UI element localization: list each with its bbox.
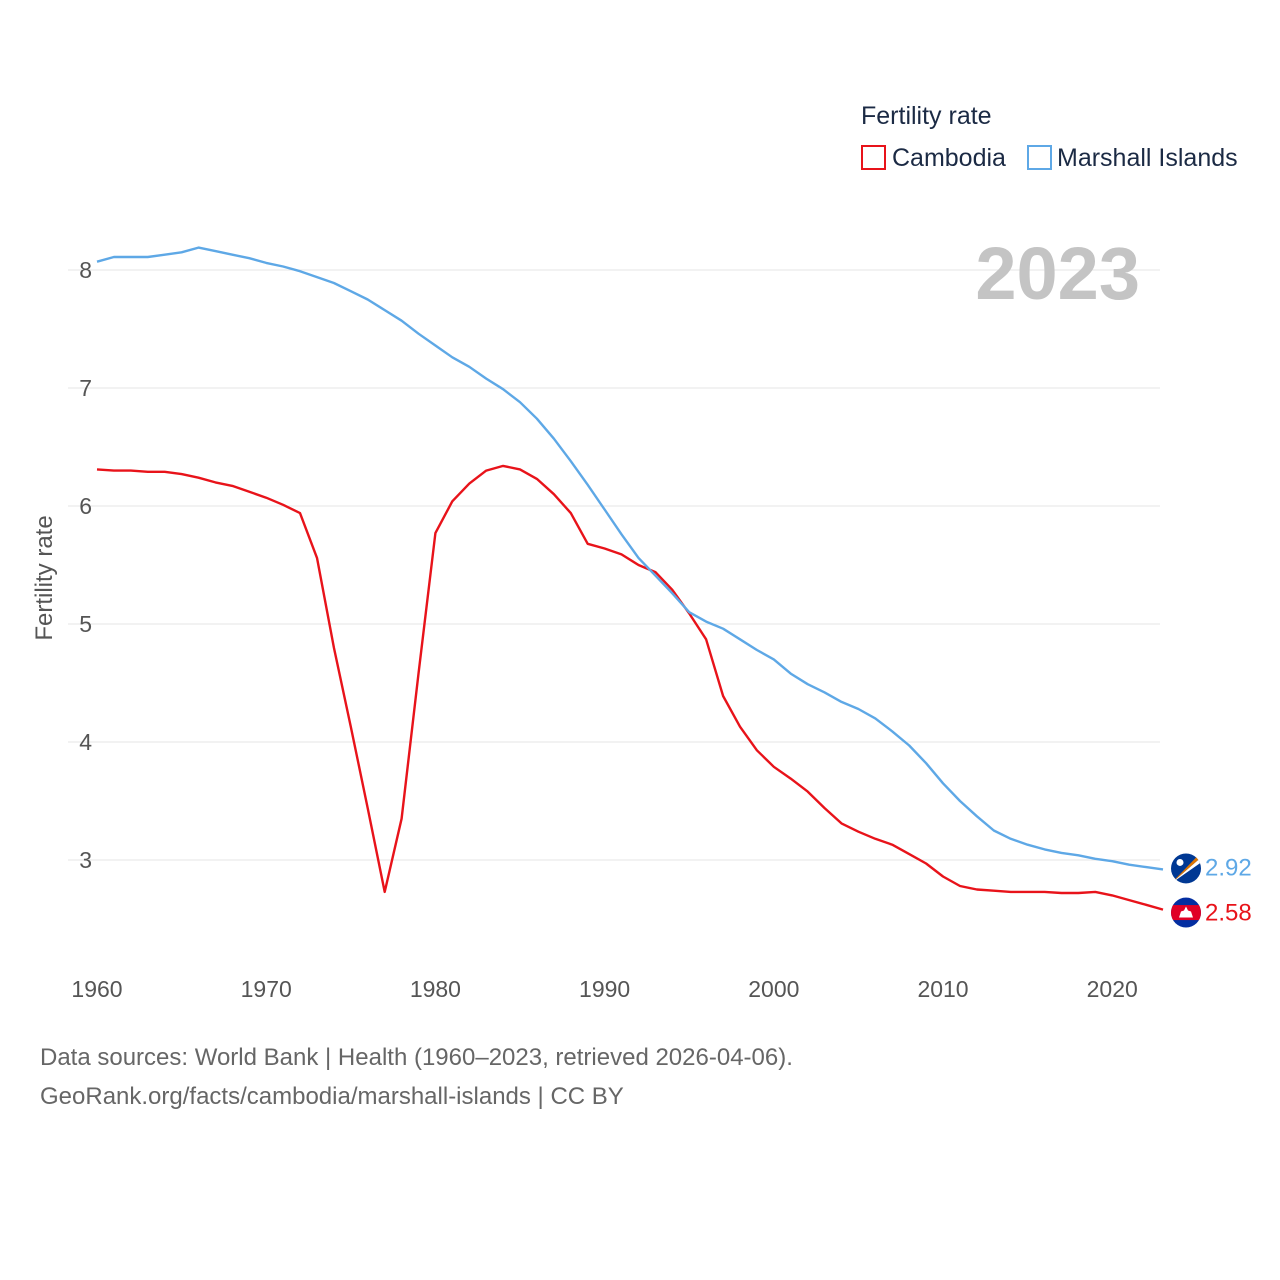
legend-label-cambodia: Cambodia (892, 144, 1006, 172)
y-tick-8: 8 (79, 257, 92, 283)
series-line-marshall-islands[interactable] (96, 246, 1164, 871)
legend-label-marshall-islands: Marshall Islands (1057, 144, 1238, 172)
y-tick-3: 3 (79, 847, 92, 873)
end-label-marshall-islands: 2.92 (1205, 854, 1252, 881)
legend-title: Fertility rate (861, 102, 992, 130)
x-tick-1960: 1960 (71, 976, 122, 1002)
series-layer (96, 246, 1164, 911)
current-year-label: 2023 (975, 232, 1140, 315)
x-tick-1990: 1990 (579, 976, 630, 1002)
x-tick-1970: 1970 (241, 976, 292, 1002)
source-link[interactable]: GeoRank.org/facts/cambodia/marshall-isla… (40, 1083, 624, 1110)
y-tick-4: 4 (79, 729, 92, 755)
x-tick-1980: 1980 (410, 976, 461, 1002)
y-axis-title: Fertility rate (31, 515, 58, 640)
x-tick-2020: 2020 (1087, 976, 1138, 1002)
legend-item-marshall-islands[interactable]: Marshall Islands (1027, 144, 1238, 172)
series-end-markers: 2.58 2.92 (1171, 853, 1252, 928)
y-tick-7: 7 (79, 375, 92, 401)
end-label-cambodia: 2.58 (1205, 900, 1252, 927)
legend-item-cambodia[interactable]: Cambodia (861, 144, 1006, 172)
grid-layer (68, 269, 1160, 861)
x-tick-2000: 2000 (748, 976, 799, 1002)
y-tick-labels: 3 4 5 6 7 8 (79, 257, 92, 873)
source-note: Data sources: World Bank | Health (1960–… (40, 1044, 793, 1071)
legend: Fertility rate Cambodia Marshall Islands (861, 102, 1238, 172)
x-tick-labels: 1960 1970 1980 1990 2000 2010 2020 (71, 976, 1137, 1002)
x-tick-2010: 2010 (917, 976, 968, 1002)
series-line-cambodia[interactable] (96, 464, 1164, 911)
legend-swatch-cambodia (861, 145, 886, 170)
y-tick-6: 6 (79, 493, 92, 519)
marshall-islands-flag-icon (1171, 853, 1201, 884)
cambodia-flag-icon (1171, 897, 1201, 928)
legend-swatch-marshall-islands (1027, 145, 1052, 170)
y-tick-5: 5 (79, 611, 92, 637)
